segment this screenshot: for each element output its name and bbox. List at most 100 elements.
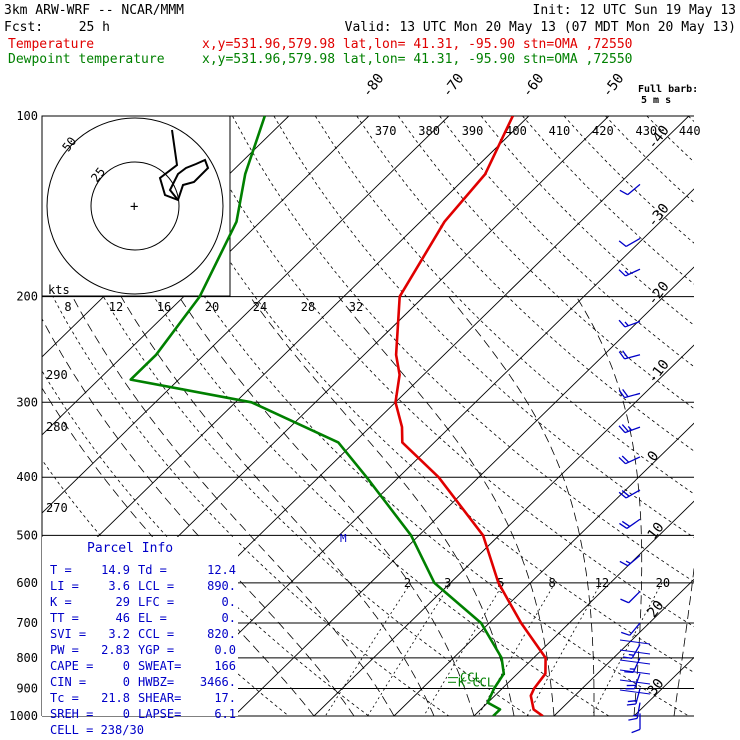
m-marker: M [340,532,347,545]
mixing-ratio-label: 5 [497,576,504,590]
speed-scale-label: 12 [109,300,123,314]
wind-barb-staff [628,590,641,604]
wind-barb-flag [624,270,630,275]
wind-barb [618,268,641,277]
speed-scale-label: 28 [301,300,315,314]
wind-barb-flag [619,189,629,196]
parcel-info-background [42,537,238,716]
dry-adiabat-line [42,274,450,716]
isotherm-label: -70 [439,71,467,101]
dry-adiabat-line [107,116,690,716]
mixing-ratio-label: 3 [444,576,451,590]
pressure-label: 900 [16,682,38,696]
pressure-label: 600 [16,576,38,590]
wind-barb-staff [629,622,641,636]
surface-barb-cluster [619,639,651,645]
dry-adiabat-line [149,116,694,673]
isotherm-label: 30 [645,676,668,699]
parcel-field-value: 46 [116,611,130,625]
wind-barb-flag [632,714,638,717]
wind-barb [618,237,641,248]
parcel-field-value: 21.8 [101,691,130,705]
isotherm-label: -80 [359,71,387,101]
hodograph-center: + [130,199,138,215]
hodograph-trace [158,129,210,202]
speed-scale-label: 8 [64,300,71,314]
dry-adiabat-line [730,116,740,716]
hodograph-frame [41,115,231,297]
parcel-field-value: 0 [123,675,130,689]
moist-adiabat-line [72,296,395,716]
isotherm-line [42,116,370,436]
pressure-label: 1000 [9,709,38,723]
ccl-label: CCL [460,671,482,685]
isotherm-label: -30 [645,201,673,231]
parcel-field-label: SVI = [50,627,86,641]
forecast-hour: 25 h [79,20,110,35]
speed-scale-label: 20 [205,300,219,314]
wind-barb [618,489,641,499]
parcel-field-label: PW = [50,643,79,657]
theta-label: 430 [635,124,657,138]
wind-barb-flag [622,350,629,359]
wind-barb-flag [618,319,626,328]
mixing-ratio-lines [324,582,663,716]
dry-adiabat-line [439,116,694,368]
isotherm-label: 10 [645,520,668,543]
wind-barb-flag [618,491,627,499]
wind-barb [625,673,641,690]
wind-barb [623,644,641,659]
pressure-label: 100 [16,109,38,123]
surface-barb-cluster [619,669,651,675]
parcel-field-label: SHEAR= [138,691,181,705]
wind-barb [618,319,641,328]
wind-barb-flag [621,490,630,497]
parcel-info-title: Parcel Info [87,541,173,556]
wind-barb-flag [618,425,626,434]
wind-barb-staff [627,183,641,196]
hodograph-ring [90,161,180,251]
wind-barb-flag [626,703,636,706]
parcel-field-label: CIN = [50,675,86,689]
wind-barb-staff [625,456,641,465]
parcel-info-box: Parcel Info T = 14.9 Td = 12.4 LI = 3.6 LCL = 8… [42,537,238,737]
dry-adiabat-line [190,116,694,628]
wind-barb-staff [633,673,641,689]
surface-barb-cluster [619,659,651,665]
theta-label: 380 [418,124,440,138]
valid-time: Valid: 13 UTC Mon 20 May 13 (07 MDT Mon … [345,20,736,35]
parcel-field-value: 0. [222,595,236,609]
wind-barb-flag [620,598,629,604]
wind-barb-staff [632,657,641,673]
wind-barb-flag [618,456,626,465]
wind-barb-flag [624,321,629,327]
parcel-field-value: 166 [214,659,236,673]
parcel-field-value: 3.2 [108,627,130,641]
parcel-field-value: 2.83 [101,643,130,657]
parcel-field-label: HWBZ= [138,675,174,689]
isotherm-line [714,116,740,716]
isotherm-label: -60 [519,71,547,101]
surface-barb-cluster [619,649,651,655]
dry-adiabat-line [563,116,694,244]
init-time: Init: 12 UTC Sun 19 May 13 [533,3,737,18]
k-ccl-label: K-CCL [458,675,494,689]
parcel-field-label: CCL = [138,627,174,641]
wind-barb-flag [631,728,641,734]
isotherm-line [313,344,694,716]
hodograph-units: kts [48,283,70,297]
speed-scale-label: 24 [253,300,267,314]
wind-barb-flag [628,653,634,656]
mixing-ratio-label: 12 [595,576,609,590]
dewpoint-legend: Dewpoint temperature [8,52,165,67]
pressure-label: 400 [16,470,38,484]
wind-barb [626,688,641,706]
wind-barb [619,183,641,196]
wind-barb-flag [621,424,629,432]
wind-barb-staff [624,392,641,399]
dry-adiabat-line [605,116,694,204]
isotherm-label: -10 [645,357,673,387]
pressure-label: 500 [16,528,38,542]
wind-barb [624,657,641,674]
